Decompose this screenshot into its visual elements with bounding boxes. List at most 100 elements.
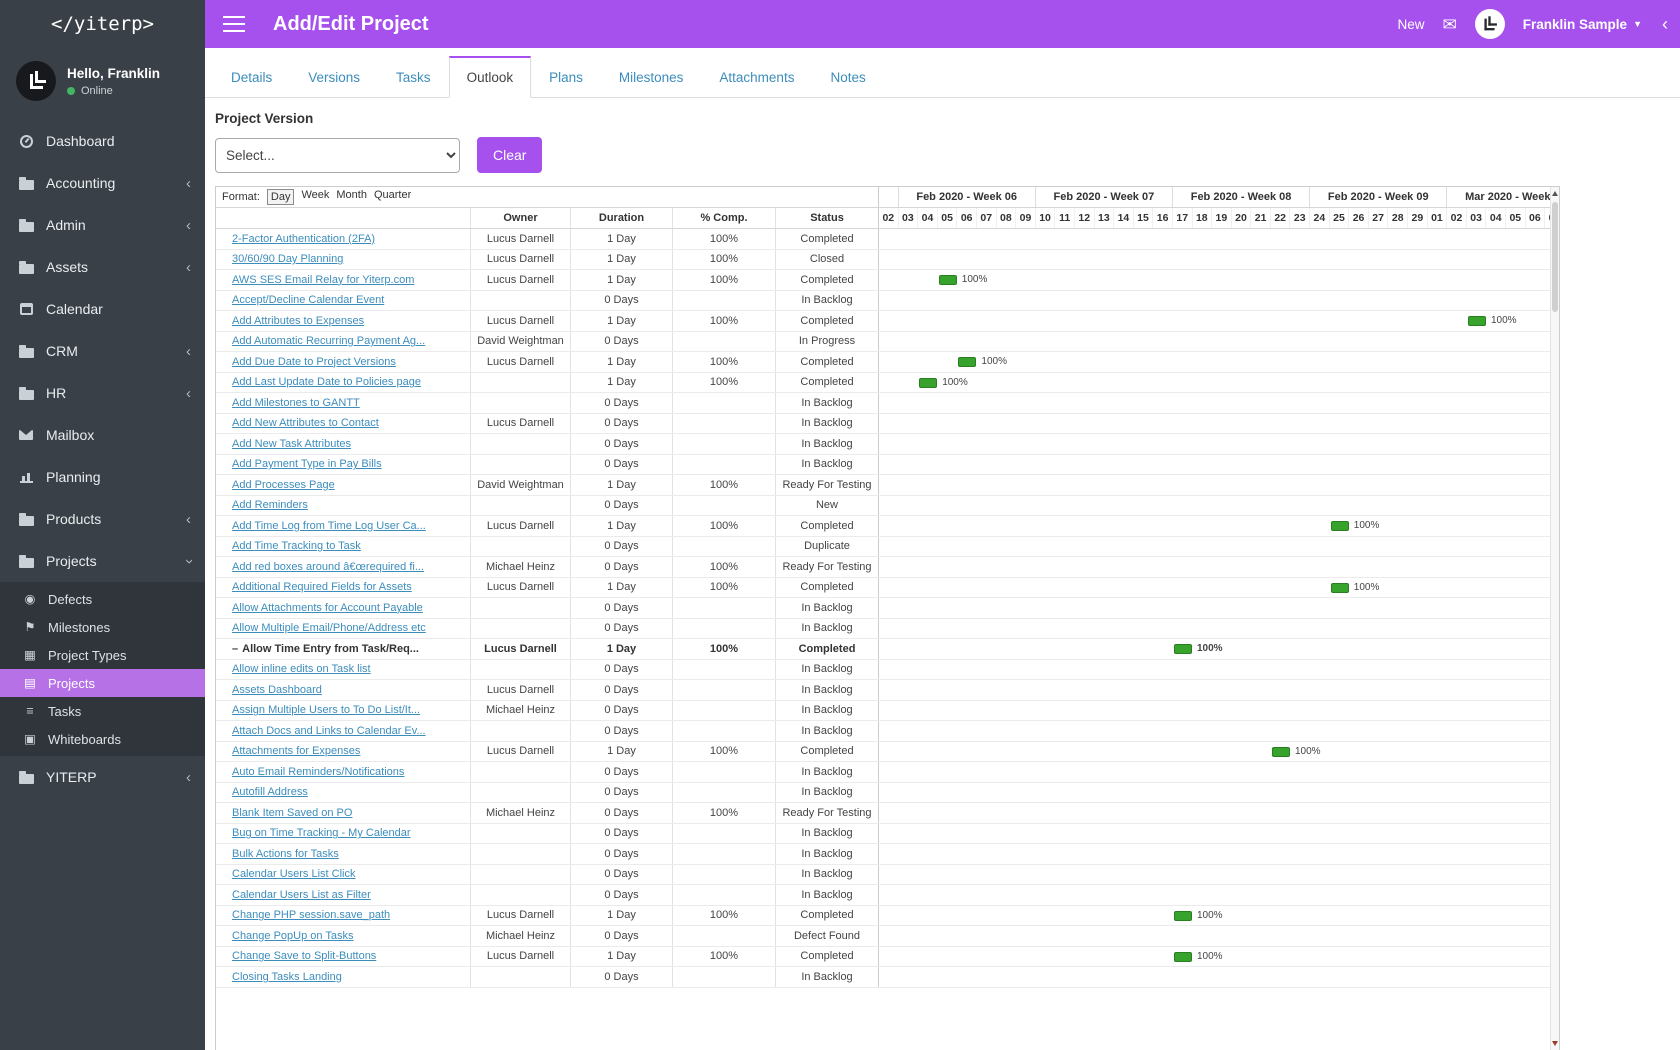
- project-version-select[interactable]: Select...: [215, 137, 460, 173]
- comp-cell: [673, 393, 776, 413]
- task-link[interactable]: Add Attributes to Expenses: [232, 314, 365, 327]
- task-link[interactable]: Change Save to Split-Buttons: [232, 950, 377, 963]
- task-link[interactable]: Change PopUp on Tasks: [232, 929, 354, 942]
- sidebar-subitem-project-types[interactable]: ▦ Project Types: [0, 641, 205, 669]
- task-link[interactable]: Change PHP session.save_path: [232, 909, 391, 922]
- task-link[interactable]: Calendar Users List Click: [232, 868, 356, 881]
- task-row: Calendar Users List as Filter 0 Days In Ba…: [216, 885, 1559, 906]
- task-link[interactable]: Add Payment Type in Pay Bills: [232, 458, 382, 471]
- clear-button[interactable]: Clear: [477, 137, 543, 173]
- task-link[interactable]: AWS SES Email Relay for Yiterp.com: [232, 273, 415, 286]
- gantt-bar[interactable]: [1174, 644, 1192, 654]
- tab-outlook[interactable]: Outlook: [448, 56, 532, 98]
- task-link[interactable]: Add Last Update Date to Policies page: [232, 376, 421, 389]
- timeline-cell: [879, 844, 1559, 864]
- sidebar-subitem-tasks[interactable]: ≡ Tasks: [0, 697, 205, 725]
- task-link[interactable]: Assign Multiple Users to To Do List/It..…: [232, 704, 421, 717]
- task-link[interactable]: Add Time Log from Time Log User Ca...: [232, 519, 426, 532]
- tab-notes[interactable]: Notes: [830, 70, 866, 85]
- sidebar-subitem-defects[interactable]: ◉ Defects: [0, 585, 205, 613]
- status-cell: In Backlog: [776, 659, 879, 679]
- gantt-bar[interactable]: [1174, 951, 1192, 962]
- gantt-bar[interactable]: [1174, 910, 1192, 921]
- task-row: Add New Attributes to Contact Lucus Darne…: [216, 413, 1559, 434]
- tab-plans[interactable]: Plans: [549, 70, 583, 85]
- gantt-bar[interactable]: [1330, 582, 1349, 593]
- sidebar-subitem-milestones[interactable]: ⚑ Milestones: [0, 613, 205, 641]
- mail-icon[interactable]: ✉: [1442, 14, 1457, 34]
- task-link[interactable]: Add Time Tracking to Task: [232, 540, 361, 553]
- task-link[interactable]: Assets Dashboard: [232, 683, 322, 696]
- new-button[interactable]: New: [1397, 16, 1425, 32]
- task-link[interactable]: Additional Required Fields for Assets: [232, 581, 412, 594]
- task-link[interactable]: Accept/Decline Calendar Event: [232, 294, 385, 307]
- task-link[interactable]: Add Milestones to GANTT: [232, 396, 360, 409]
- scrollbar-thumb[interactable]: [1552, 202, 1558, 312]
- calendar-icon: [19, 303, 33, 315]
- gantt-bar[interactable]: [919, 377, 938, 388]
- task-link[interactable]: Add New Attributes to Contact: [232, 417, 379, 430]
- sidebar-item-calendar[interactable]: Calendar: [0, 288, 205, 330]
- gantt-bar[interactable]: [1330, 521, 1349, 531]
- format-option-month[interactable]: Month: [336, 189, 367, 201]
- task-link[interactable]: Blank Item Saved on PO: [232, 806, 353, 819]
- sidebar-item-accounting[interactable]: Accounting ‹: [0, 162, 205, 204]
- task-link[interactable]: Allow Multiple Email/Phone/Address etc: [232, 622, 426, 635]
- task-link[interactable]: Allow inline edits on Task list: [232, 663, 371, 676]
- tab-details[interactable]: Details: [231, 70, 273, 85]
- task-link[interactable]: Autofill Address: [232, 786, 308, 799]
- folder-icon: [18, 512, 34, 526]
- gantt-bar[interactable]: [1468, 316, 1486, 326]
- gantt-bar[interactable]: [938, 275, 957, 285]
- task-link[interactable]: Auto Email Reminders/Notifications: [232, 765, 405, 778]
- task-link[interactable]: Add Processes Page: [232, 478, 335, 491]
- format-option-week[interactable]: Week: [301, 189, 330, 201]
- tab-versions[interactable]: Versions: [308, 70, 361, 85]
- scroll-down-icon[interactable]: [1552, 1041, 1558, 1046]
- sidebar-item-yiterp[interactable]: YITERP ‹: [0, 756, 205, 798]
- projects-icon: ▤: [24, 675, 36, 690]
- status-cell: Completed: [776, 577, 879, 597]
- sidebar-item-assets[interactable]: Assets ‹: [0, 246, 205, 288]
- collapse-minus-icon[interactable]: –: [232, 642, 239, 655]
- task-link[interactable]: 2-Factor Authentication (2FA): [232, 232, 376, 245]
- task-link[interactable]: 30/60/90 Day Planning: [232, 253, 344, 266]
- sidebar-item-products[interactable]: Products ‹: [0, 498, 205, 540]
- sidebar-item-mailbox[interactable]: Mailbox: [0, 414, 205, 456]
- sidebar-item-projects[interactable]: Projects ‹: [0, 540, 205, 582]
- sidebar-subitem-projects[interactable]: ▤ Projects: [0, 669, 205, 697]
- hamburger-menu-icon[interactable]: [223, 16, 245, 32]
- header-avatar[interactable]: [1474, 9, 1505, 39]
- task-link[interactable]: Add New Task Attributes: [232, 437, 352, 450]
- sidebar-item-crm[interactable]: CRM ‹: [0, 330, 205, 372]
- task-name[interactable]: Allow Time Entry from Task/Req...: [242, 642, 419, 655]
- duration-cell: 1 Day: [571, 352, 673, 372]
- sidebar-subitem-whiteboards[interactable]: ▣ Whiteboards: [0, 725, 205, 753]
- gantt-bar[interactable]: [1272, 746, 1290, 757]
- scroll-up-icon[interactable]: [1552, 191, 1558, 196]
- format-option-quarter[interactable]: Quarter: [373, 189, 412, 201]
- task-link[interactable]: Bug on Time Tracking - My Calendar: [232, 827, 411, 840]
- task-link[interactable]: Calendar Users List as Filter: [232, 888, 371, 901]
- task-link[interactable]: Allow Attachments for Account Payable: [232, 601, 423, 614]
- task-link[interactable]: Bulk Actions for Tasks: [232, 847, 339, 860]
- tab-attachments[interactable]: Attachments: [719, 70, 795, 85]
- sidebar-item-dashboard[interactable]: Dashboard: [0, 120, 205, 162]
- task-link[interactable]: Add red boxes around â€œrequired fi...: [232, 560, 425, 573]
- user-menu[interactable]: Franklin Sample ▼: [1523, 17, 1642, 32]
- task-link[interactable]: Add Due Date to Project Versions: [232, 355, 396, 368]
- gantt-bar[interactable]: [958, 357, 977, 367]
- task-link[interactable]: Attach Docs and Links to Calendar Ev...: [232, 724, 426, 737]
- tab-tasks[interactable]: Tasks: [396, 70, 431, 85]
- sidebar-item-admin[interactable]: Admin ‹: [0, 204, 205, 246]
- task-link[interactable]: Closing Tasks Landing: [232, 970, 342, 983]
- sidebar-item-hr[interactable]: HR ‹: [0, 372, 205, 414]
- task-link[interactable]: Add Reminders: [232, 499, 308, 512]
- vertical-scrollbar[interactable]: [1550, 187, 1559, 1050]
- format-option-day[interactable]: Day: [266, 189, 295, 205]
- tab-milestones[interactable]: Milestones: [618, 70, 684, 85]
- task-link[interactable]: Add Automatic Recurring Payment Ag...: [232, 335, 426, 348]
- collapse-panel-icon[interactable]: ‹: [1662, 14, 1668, 34]
- sidebar-item-planning[interactable]: Planning: [0, 456, 205, 498]
- task-link[interactable]: Attachments for Expenses: [232, 745, 361, 758]
